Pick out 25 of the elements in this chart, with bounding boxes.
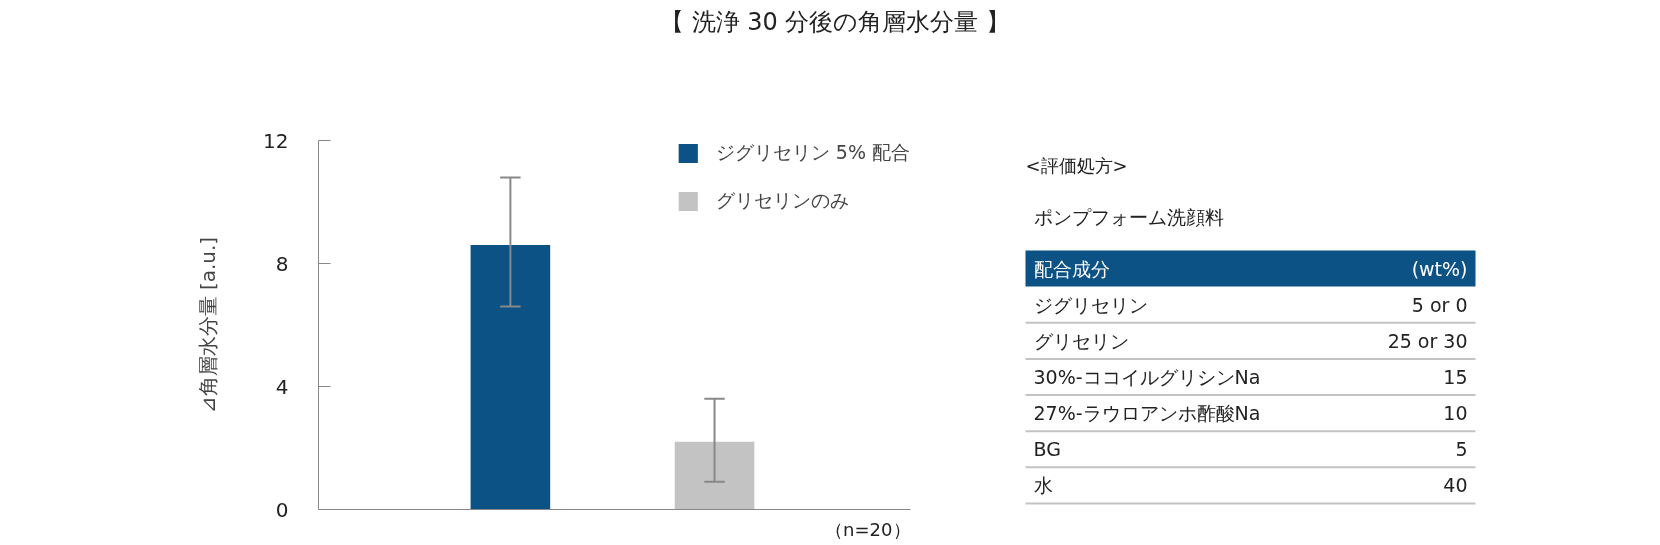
legend-label: ジグリセリン 5% 配合 xyxy=(715,140,910,165)
text: 30%-ココイルグリシンNa xyxy=(1033,365,1261,388)
text: ポンプフォーム洗顔料 xyxy=(1033,205,1224,228)
legend-label: グリセリンのみ xyxy=(715,188,849,213)
text: 25 or 30 xyxy=(1387,329,1468,352)
text: 5 xyxy=(1455,438,1468,461)
y-tick-label: 4 xyxy=(275,374,289,399)
text: 5 or 0 xyxy=(1411,293,1468,316)
text: 10 xyxy=(1443,402,1468,425)
text: 配合成分 xyxy=(1033,257,1110,280)
y-tick-label: 12 xyxy=(263,128,289,153)
text: <評価処方> xyxy=(1025,154,1128,176)
text: （n=20） xyxy=(825,518,911,540)
text: 水 xyxy=(1033,474,1053,497)
text: 15 xyxy=(1443,365,1468,388)
text: BG xyxy=(1033,438,1061,461)
text: (wt%) xyxy=(1411,257,1468,280)
text: グリセリン xyxy=(1033,329,1129,352)
chart-title: 【 洗浄 30 分後の角層水分量 】 xyxy=(659,7,1011,38)
text: 27%-ラウロアンホ酢酸Na xyxy=(1033,402,1261,425)
y-tick-label: 0 xyxy=(275,497,289,522)
text: 40 xyxy=(1443,474,1468,497)
y-axis-title: ⊿角層水分量 [a.u.] xyxy=(196,236,221,414)
y-tick-label: 8 xyxy=(275,251,289,276)
text: ジグリセリン xyxy=(1033,293,1148,316)
